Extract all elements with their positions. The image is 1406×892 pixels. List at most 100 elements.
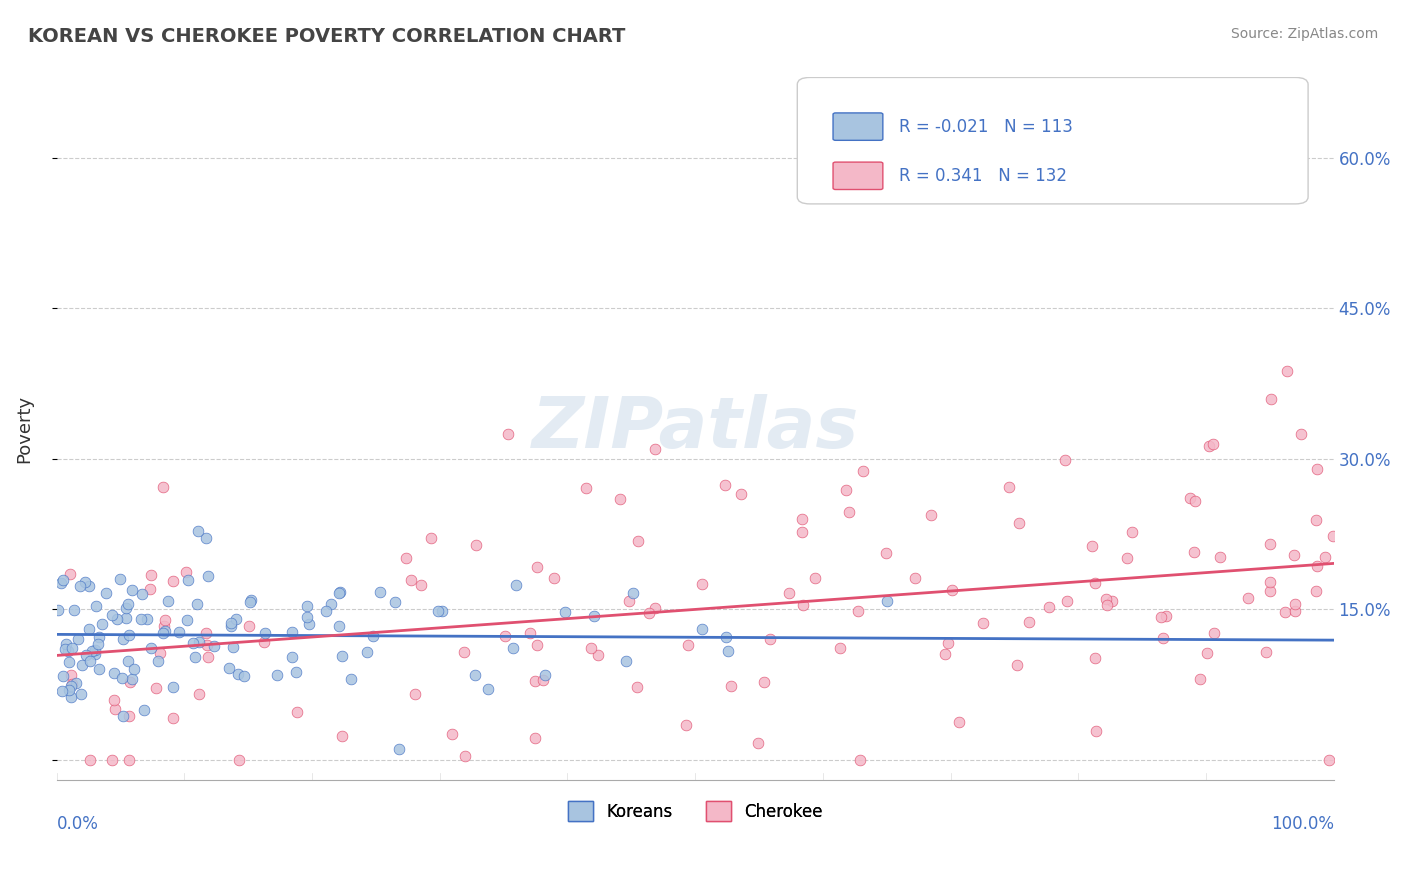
Cherokee — [1095, 599, 1118, 613]
Koreans — [464, 668, 486, 682]
Cherokee — [174, 565, 197, 579]
Cherokee — [1202, 437, 1225, 451]
Koreans — [876, 594, 898, 608]
Koreans — [79, 654, 101, 668]
Koreans — [132, 703, 155, 717]
Cherokee — [1275, 364, 1298, 378]
Koreans — [115, 600, 138, 615]
Cherokee — [1053, 453, 1076, 467]
Cherokee — [920, 508, 942, 522]
Cherokee — [1258, 575, 1281, 590]
Koreans — [67, 632, 90, 646]
Koreans — [218, 660, 240, 674]
Cherokee — [846, 604, 869, 618]
Koreans — [266, 667, 288, 681]
Cherokee — [526, 639, 548, 653]
Koreans — [60, 680, 83, 694]
Cherokee — [875, 546, 897, 560]
Cherokee — [162, 711, 184, 725]
Koreans — [111, 709, 134, 723]
Cherokee — [395, 550, 418, 565]
Koreans — [52, 573, 75, 587]
Koreans — [58, 682, 80, 697]
Koreans — [167, 625, 190, 640]
Koreans — [315, 604, 337, 618]
Koreans — [340, 673, 363, 687]
Legend: Koreans, Cherokee: Koreans, Cherokee — [561, 794, 830, 828]
Cherokee — [1197, 647, 1219, 661]
Koreans — [714, 630, 737, 644]
Cherokee — [1209, 549, 1232, 564]
Koreans — [51, 683, 73, 698]
Koreans — [131, 587, 153, 601]
Cherokee — [1007, 658, 1029, 673]
Koreans — [502, 640, 524, 655]
Cherokee — [790, 525, 813, 540]
FancyBboxPatch shape — [797, 78, 1308, 204]
Koreans — [328, 619, 350, 633]
Cherokee — [588, 648, 610, 663]
Koreans — [280, 625, 302, 640]
Koreans — [332, 648, 354, 663]
Cherokee — [1305, 462, 1327, 476]
Cherokee — [1184, 494, 1206, 508]
Koreans — [69, 579, 91, 593]
Koreans — [328, 586, 350, 600]
FancyBboxPatch shape — [832, 162, 883, 189]
Cherokee — [60, 677, 83, 691]
Cherokee — [1284, 597, 1306, 611]
Cherokee — [720, 679, 742, 693]
Cherokee — [100, 753, 122, 767]
Cherokee — [1008, 516, 1031, 531]
Cherokee — [531, 673, 554, 687]
Cherokee — [465, 538, 488, 552]
Koreans — [87, 637, 110, 651]
Cherokee — [1260, 392, 1282, 406]
Koreans — [204, 640, 226, 654]
Cherokee — [1095, 591, 1118, 606]
Koreans — [75, 648, 97, 662]
Cherokee — [637, 607, 659, 621]
Cherokee — [120, 675, 142, 690]
Koreans — [690, 622, 713, 636]
Koreans — [181, 636, 204, 650]
Cherokee — [1236, 591, 1258, 606]
Koreans — [582, 609, 605, 624]
Koreans — [82, 643, 104, 657]
Koreans — [368, 584, 391, 599]
Cherokee — [104, 701, 127, 715]
Cherokee — [1084, 723, 1107, 738]
Cherokee — [103, 693, 125, 707]
Cherokee — [790, 512, 813, 526]
Cherokee — [1305, 513, 1327, 527]
Text: KOREAN VS CHEROKEE POVERTY CORRELATION CHART: KOREAN VS CHEROKEE POVERTY CORRELATION C… — [28, 27, 626, 45]
Koreans — [554, 605, 576, 619]
Cherokee — [579, 641, 602, 656]
Cherokee — [420, 531, 443, 545]
Koreans — [77, 622, 100, 636]
Koreans — [232, 669, 254, 683]
Koreans — [55, 637, 77, 651]
Cherokee — [253, 635, 276, 649]
Koreans — [75, 574, 97, 589]
Cherokee — [1317, 753, 1340, 767]
Cherokee — [1258, 584, 1281, 599]
Koreans — [621, 586, 644, 600]
Koreans — [77, 579, 100, 593]
Cherokee — [411, 578, 433, 592]
Koreans — [197, 569, 219, 583]
Cherokee — [936, 636, 959, 650]
Cherokee — [153, 613, 176, 627]
Cherokee — [519, 625, 541, 640]
Cherokee — [675, 718, 697, 732]
Cherokee — [496, 426, 519, 441]
Koreans — [56, 644, 79, 658]
Koreans — [253, 626, 276, 640]
Koreans — [115, 611, 138, 625]
Cherokee — [758, 632, 780, 647]
Cherokee — [747, 736, 769, 750]
Text: Source: ZipAtlas.com: Source: ZipAtlas.com — [1230, 27, 1378, 41]
Koreans — [614, 654, 637, 668]
Koreans — [55, 642, 77, 657]
Koreans — [225, 612, 247, 626]
